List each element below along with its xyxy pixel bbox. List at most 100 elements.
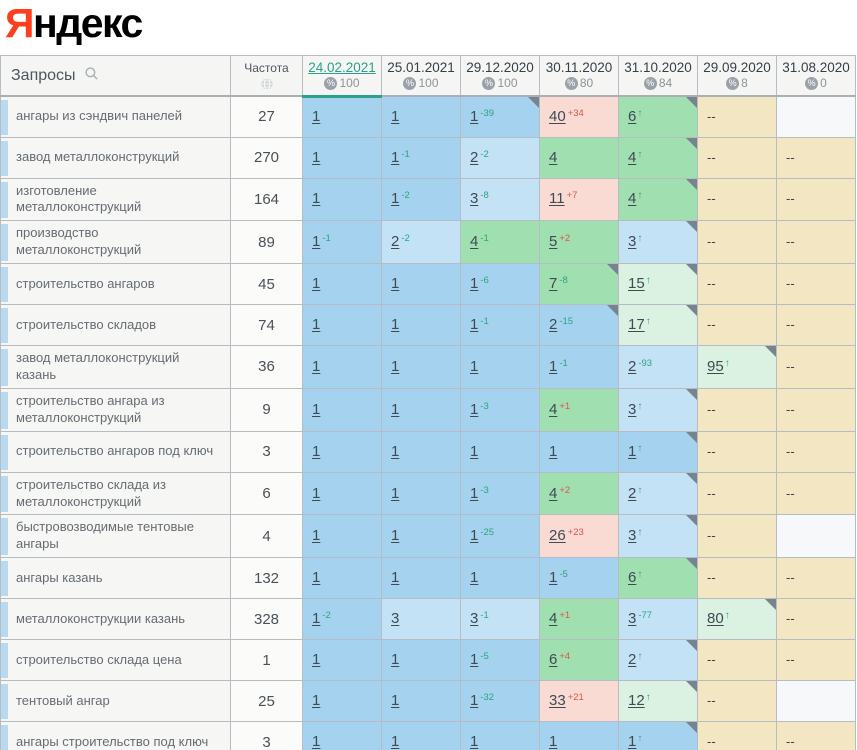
position-link[interactable]: 7: [549, 275, 558, 293]
position-link[interactable]: 2: [628, 651, 637, 669]
position-cell[interactable]: 1: [302, 557, 382, 600]
position-cell[interactable]: 3↑: [618, 220, 698, 265]
position-cell[interactable]: 1: [302, 304, 382, 347]
position-link[interactable]: 1: [312, 610, 321, 628]
position-cell[interactable]: 3↑: [618, 514, 698, 559]
position-cell[interactable]: 1 -6: [460, 263, 540, 306]
keyword-cell[interactable]: изготовление металлоконструкций: [0, 177, 231, 222]
position-cell[interactable]: 1: [381, 639, 461, 682]
position-link[interactable]: 6: [628, 107, 637, 125]
position-cell[interactable]: 4: [539, 136, 619, 179]
position-link[interactable]: 3: [628, 527, 637, 545]
position-cell[interactable]: 1: [539, 721, 619, 750]
position-link[interactable]: 1: [391, 442, 400, 460]
position-link[interactable]: 1: [312, 527, 321, 545]
position-link[interactable]: 1: [312, 357, 321, 375]
position-cell[interactable]: 3: [381, 598, 461, 641]
position-cell[interactable]: 26 +23: [539, 514, 619, 559]
position-link[interactable]: 1: [312, 108, 321, 125]
keyword-cell[interactable]: завод металлоконструкций казань: [0, 345, 231, 389]
position-link[interactable]: 5: [549, 233, 558, 251]
keyword-cell[interactable]: завод металлоконструкций: [0, 136, 231, 179]
position-link[interactable]: 1: [549, 442, 558, 460]
position-link[interactable]: 6: [628, 569, 637, 587]
position-cell[interactable]: 4 +1: [539, 387, 619, 432]
position-cell[interactable]: 1: [381, 557, 461, 600]
position-link[interactable]: 1: [470, 692, 479, 710]
position-cell[interactable]: 3 -1: [460, 598, 540, 641]
position-cell[interactable]: 1: [302, 514, 382, 559]
position-cell[interactable]: 1: [381, 721, 461, 750]
position-cell[interactable]: 95↑: [697, 345, 777, 389]
position-link[interactable]: 3: [470, 610, 479, 628]
position-link[interactable]: 1: [549, 357, 558, 375]
position-cell[interactable]: 1: [381, 430, 461, 473]
position-link[interactable]: 1: [391, 569, 400, 587]
position-link[interactable]: 1: [470, 357, 479, 375]
position-link[interactable]: 6: [549, 651, 558, 669]
position-link[interactable]: 1: [391, 651, 400, 669]
position-link[interactable]: 2: [470, 148, 479, 166]
position-cell[interactable]: 1: [302, 177, 382, 222]
position-link[interactable]: 1: [391, 527, 400, 545]
position-cell[interactable]: 1: [302, 387, 382, 432]
position-cell[interactable]: 17↑: [618, 304, 698, 347]
position-link[interactable]: 1: [391, 484, 400, 502]
position-cell[interactable]: 1: [381, 345, 461, 389]
position-cell[interactable]: 7 -8: [539, 263, 619, 306]
position-cell[interactable]: 1: [460, 557, 540, 600]
date-link[interactable]: 25.01.2021: [387, 60, 455, 75]
position-link[interactable]: 3: [628, 610, 637, 628]
position-cell[interactable]: 2 -93: [618, 345, 698, 389]
position-cell[interactable]: 1: [302, 639, 382, 682]
position-cell[interactable]: 3 -8: [460, 177, 540, 222]
position-cell[interactable]: 4↑: [618, 177, 698, 222]
position-cell[interactable]: 1 -25: [460, 514, 540, 559]
position-link[interactable]: 4: [470, 233, 479, 251]
date-link[interactable]: 31.10.2020: [624, 60, 692, 75]
position-link[interactable]: 1: [470, 569, 479, 587]
position-cell[interactable]: 80↑: [697, 598, 777, 641]
position-link[interactable]: 1: [470, 651, 479, 669]
position-link[interactable]: 1: [470, 527, 479, 545]
position-link[interactable]: 33: [549, 692, 566, 710]
keyword-cell[interactable]: ангары из сэндвич панелей: [0, 95, 231, 138]
date-link[interactable]: 30.11.2020: [545, 60, 613, 75]
position-link[interactable]: 1: [312, 233, 321, 251]
position-link[interactable]: 1: [312, 190, 321, 208]
keyword-cell[interactable]: строительство ангара из металлоконструкц…: [0, 387, 231, 432]
position-cell[interactable]: 1: [460, 430, 540, 473]
position-link[interactable]: 3: [628, 400, 637, 418]
position-cell[interactable]: 1: [302, 430, 382, 473]
position-link[interactable]: 1: [470, 442, 479, 460]
position-cell[interactable]: 6 +4: [539, 639, 619, 682]
position-link[interactable]: 1: [470, 275, 479, 293]
position-cell[interactable]: 2 -2: [381, 220, 461, 265]
date-link[interactable]: 24.02.2021: [308, 60, 376, 75]
keyword-cell[interactable]: металлоконструкции казань: [0, 598, 231, 641]
position-cell[interactable]: 1 -5: [539, 557, 619, 600]
keyword-cell[interactable]: тентовый ангар: [0, 680, 231, 723]
position-link[interactable]: 3: [470, 190, 479, 208]
position-cell[interactable]: 6↑: [618, 557, 698, 600]
position-cell[interactable]: 4 -1: [460, 220, 540, 265]
position-cell[interactable]: 15↑: [618, 263, 698, 306]
position-cell[interactable]: 1 -3: [460, 471, 540, 516]
position-link[interactable]: 1: [391, 733, 400, 750]
position-link[interactable]: 1: [312, 442, 321, 460]
position-cell[interactable]: 1: [381, 471, 461, 516]
position-link[interactable]: 95: [707, 357, 724, 375]
position-link[interactable]: 1: [391, 400, 400, 418]
keyword-cell[interactable]: строительство склада из металлоконструкц…: [0, 471, 231, 516]
position-link[interactable]: 1: [470, 733, 479, 750]
position-link[interactable]: 4: [628, 190, 637, 208]
keyword-cell[interactable]: строительство ангаров под ключ: [0, 430, 231, 473]
position-cell[interactable]: 1: [302, 136, 382, 179]
position-cell[interactable]: 1: [302, 263, 382, 306]
position-cell[interactable]: 1 -3: [460, 387, 540, 432]
position-cell[interactable]: 3 -77: [618, 598, 698, 641]
position-link[interactable]: 4: [549, 484, 558, 502]
keyword-cell[interactable]: ангары казань: [0, 557, 231, 600]
position-link[interactable]: 40: [549, 107, 566, 125]
position-link[interactable]: 4: [549, 148, 558, 166]
